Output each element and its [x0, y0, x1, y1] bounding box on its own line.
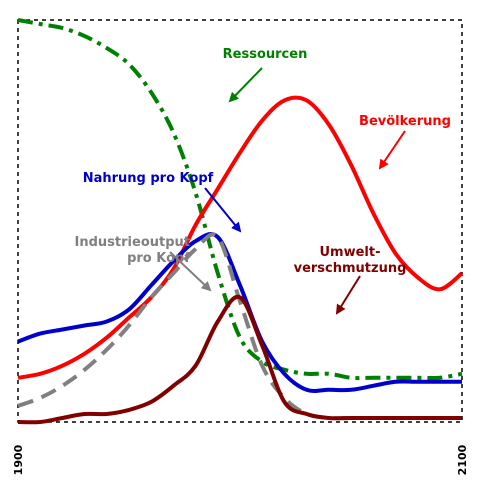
series-label-ressourcen: Ressourcen [223, 47, 308, 62]
series-line-ressourcen [17, 18, 463, 381]
series-label-industrieoutput-pro-kopf: Industrieoutput pro Kopf [75, 235, 191, 266]
series-pointer-nahrung-pro-kopf [204, 187, 242, 233]
series-line-umweltverschmutzung [17, 294, 462, 425]
series-label-line: Industrieoutput [75, 235, 190, 250]
series-label-umweltverschmutzung: Umwelt-verschmutzung [294, 245, 407, 276]
label-layer: Ressourcen Bevölkerung Nahrung pro Kopf Ind… [75, 47, 451, 315]
series-label-line: pro Kopf [127, 251, 190, 266]
x-tick-label: 2100 [456, 444, 469, 475]
series-line-nahrung-pro-kopf [17, 232, 462, 393]
series-pointer-umweltverschmutzung [335, 275, 361, 315]
series-line-bevolkerung [17, 95, 464, 380]
series-pointer-bevolkerung [378, 130, 406, 170]
series-pointer-industrieoutput-pro-kopf [169, 251, 212, 292]
series-label-line: Nahrung pro Kopf [83, 171, 214, 186]
series-label-line: Bevölkerung [359, 114, 451, 129]
series-label-line: Umwelt- [320, 245, 381, 260]
series-label-line: verschmutzung [294, 261, 407, 276]
series-layer [17, 18, 464, 425]
series-pointer-ressourcen [228, 67, 263, 103]
x-tick-label: 1900 [12, 444, 25, 475]
plot-frame [17, 19, 463, 423]
tick-layer: 1900 2100 [12, 444, 469, 475]
series-label-nahrung-pro-kopf: Nahrung pro Kopf [83, 171, 214, 186]
series-label-line: Ressourcen [223, 47, 308, 62]
series-label-bevolkerung: Bevölkerung [359, 114, 451, 129]
